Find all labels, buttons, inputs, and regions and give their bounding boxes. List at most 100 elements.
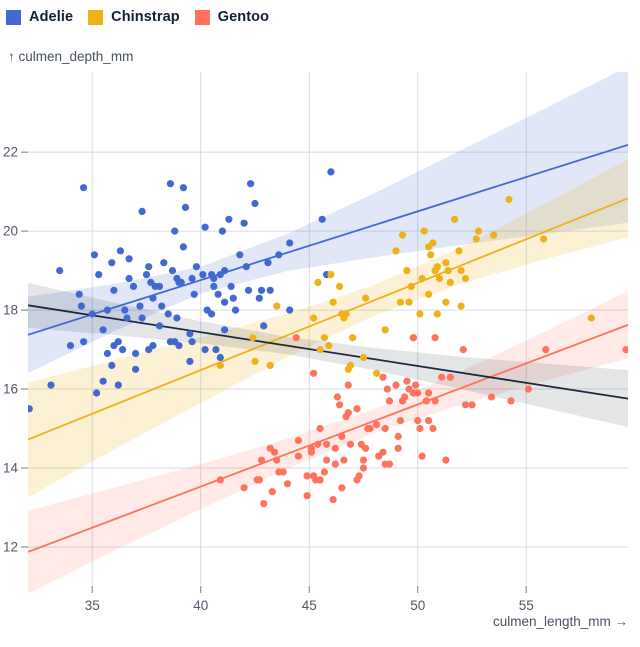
data-point (316, 424, 324, 433)
data-point (346, 440, 355, 448)
data-point (323, 456, 331, 464)
data-point (270, 448, 279, 456)
data-point (505, 195, 513, 204)
data-point (249, 334, 257, 342)
data-point (257, 456, 266, 464)
data-point (420, 227, 428, 235)
data-point (80, 184, 88, 192)
legend-label-chinstrap: Chinstrap (111, 9, 180, 25)
ci-band-chinstrap (28, 159, 628, 498)
data-point (461, 401, 470, 409)
y-tick-label: 18 (3, 303, 18, 318)
data-point (329, 496, 337, 504)
data-point (392, 247, 400, 255)
data-point (247, 180, 255, 188)
plot-area (28, 72, 628, 592)
adelie-swatch-icon (6, 9, 21, 25)
regression-line-chinstrap (28, 197, 628, 441)
gridlines (28, 72, 628, 585)
data-point (446, 373, 454, 381)
data-point (221, 326, 229, 334)
legend-item-chinstrap: Chinstrap (88, 9, 180, 25)
data-point (216, 353, 224, 362)
data-point (210, 282, 218, 290)
data-point (401, 393, 409, 401)
data-point (177, 278, 185, 286)
data-point (468, 401, 476, 409)
data-point (179, 243, 187, 251)
data-point (451, 215, 459, 223)
data-point (359, 464, 368, 472)
data-point (66, 342, 75, 350)
data-point (425, 417, 433, 425)
data-point (431, 334, 439, 342)
data-point (381, 424, 389, 433)
data-point (381, 326, 389, 334)
x-tick-label: 35 (85, 598, 100, 613)
data-point (294, 452, 302, 460)
data-point (214, 290, 222, 298)
data-point (255, 294, 263, 302)
data-point (303, 472, 311, 480)
data-point (221, 267, 229, 275)
data-point (283, 480, 292, 488)
data-point (307, 448, 315, 456)
data-point (325, 342, 333, 350)
axis-ticks: 35 40 45 50 55 12 14 16 18 20 22 (3, 145, 534, 613)
x-tick-label: 40 (193, 598, 208, 613)
data-point (93, 389, 101, 397)
data-point (418, 452, 426, 460)
data-point (316, 476, 324, 484)
data-point (110, 286, 118, 294)
data-point (255, 476, 263, 484)
x-tick-label: 50 (410, 598, 425, 613)
data-point (158, 302, 166, 310)
data-point (349, 334, 357, 342)
data-point (431, 397, 439, 405)
gentoo-swatch-icon (194, 9, 210, 25)
data-point (331, 460, 339, 468)
data-point (327, 271, 335, 279)
data-point (132, 349, 140, 358)
data-point (201, 223, 209, 231)
ci-band-adelie (28, 72, 628, 374)
data-point (359, 353, 368, 362)
data-point (398, 231, 407, 239)
data-point (149, 294, 157, 302)
data-point (264, 259, 272, 267)
data-point (403, 377, 411, 385)
data-point (314, 278, 322, 286)
data-point (446, 278, 454, 286)
data-point (490, 231, 498, 239)
data-point (524, 385, 533, 393)
data-point (279, 468, 287, 476)
data-point (359, 456, 368, 464)
data-point (442, 298, 450, 306)
data-point (199, 271, 207, 279)
data-point (292, 334, 300, 342)
data-point (438, 373, 446, 381)
data-point (379, 448, 387, 456)
data-point (125, 274, 133, 283)
data-point (444, 267, 452, 275)
data-point (257, 286, 266, 294)
data-point (316, 346, 324, 354)
y-tick-label: 12 (3, 539, 18, 554)
data-point (80, 338, 88, 346)
data-point (310, 314, 318, 322)
data-point (88, 310, 96, 318)
data-point (331, 444, 339, 452)
data-point (355, 472, 363, 480)
data-point (435, 274, 443, 283)
data-point (212, 346, 220, 354)
data-point (336, 282, 344, 290)
data-point (108, 259, 116, 267)
data-point (260, 500, 268, 508)
data-point (433, 310, 441, 318)
data-point (121, 306, 129, 314)
data-point (103, 306, 111, 314)
data-point (244, 286, 253, 294)
data-point (47, 381, 55, 389)
data-point (286, 306, 294, 314)
